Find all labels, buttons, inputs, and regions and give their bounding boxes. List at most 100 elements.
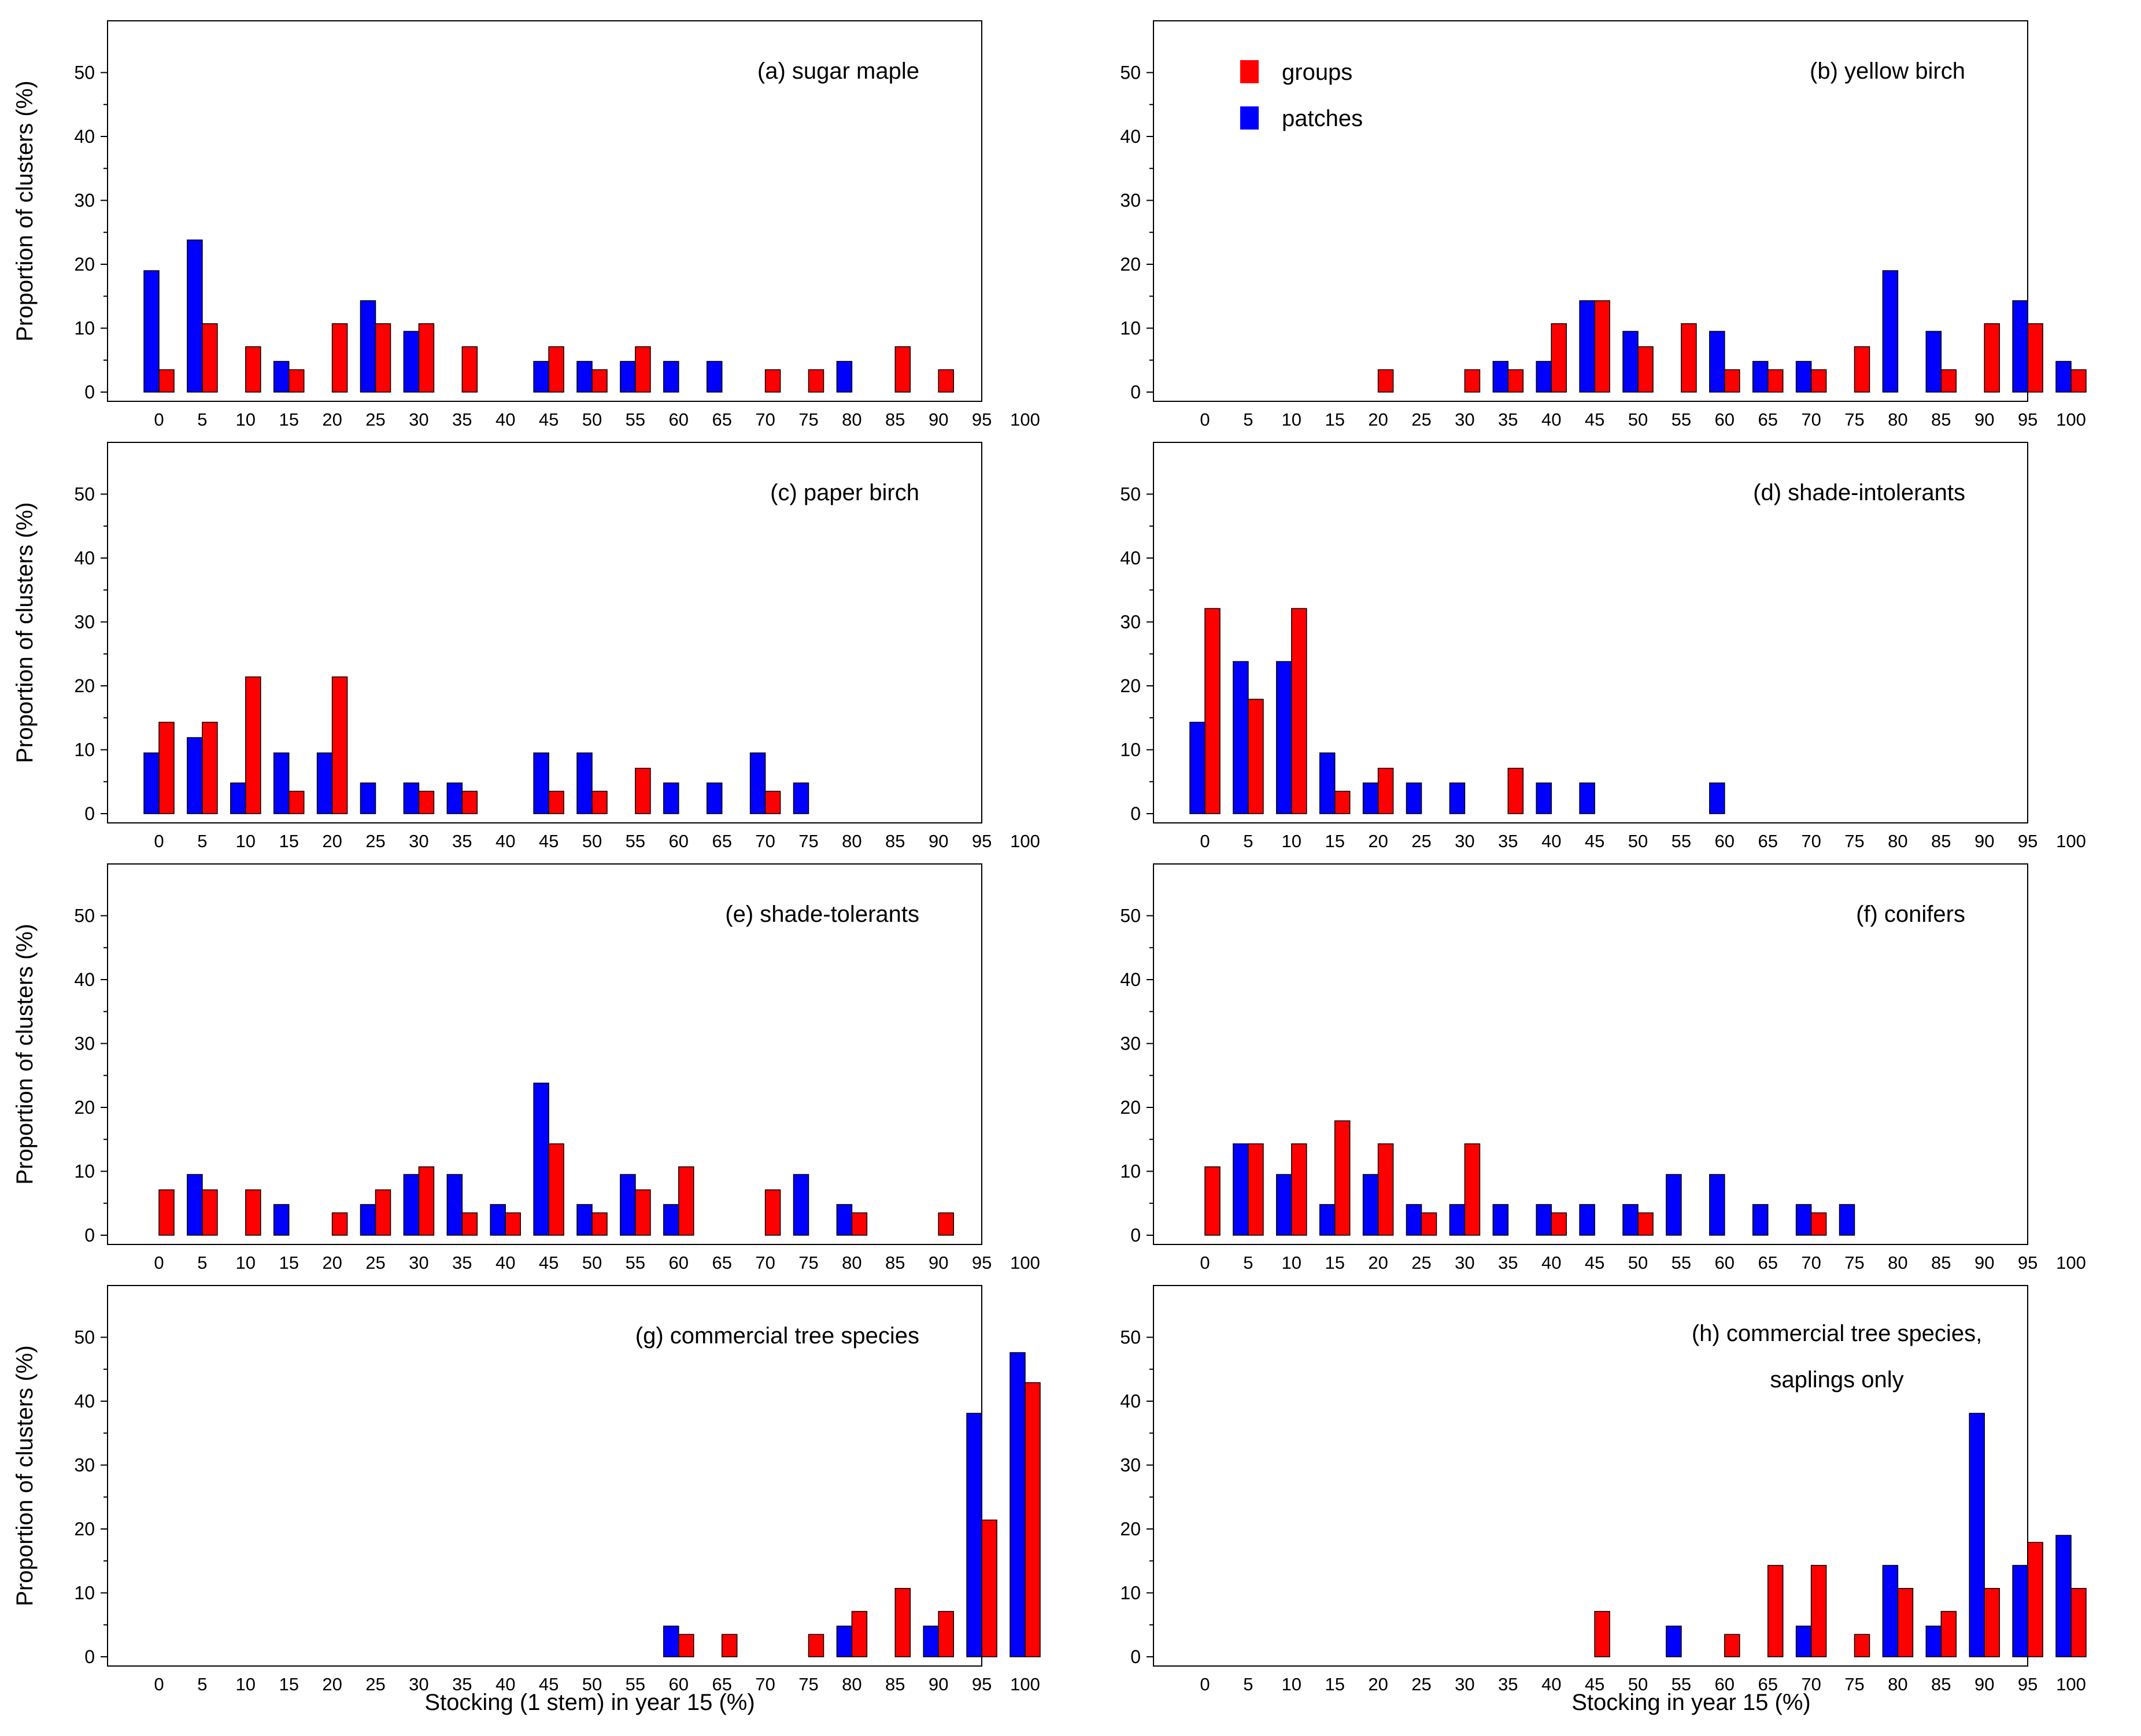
x-tick-label: 55	[1672, 1253, 1691, 1273]
bar-patches-10	[1276, 661, 1292, 814]
x-tick-label: 100	[2056, 1253, 2086, 1273]
x-tick-label: 95	[2018, 1253, 2038, 1273]
bar-groups-85	[1940, 369, 1957, 393]
x-tick-label: 85	[1931, 409, 1951, 430]
y-tick-label: 50	[1120, 906, 1141, 926]
x-tick-label: 30	[1455, 409, 1474, 430]
x-tick-label: 75	[1844, 1253, 1864, 1273]
bar-patches-45	[1579, 1204, 1595, 1236]
bar-patches-40	[490, 1204, 506, 1236]
x-tick-label: 5	[197, 831, 207, 851]
x-tick-label: 40	[1541, 1253, 1561, 1273]
x-tick-label: 75	[1844, 409, 1864, 430]
x-tick-label: 45	[1585, 1253, 1604, 1273]
x-tick-label: 20	[322, 1253, 342, 1273]
x-tick-label: 95	[972, 1674, 992, 1694]
bar-groups-70	[1810, 1212, 1827, 1236]
y-tick-label: 20	[1120, 675, 1141, 696]
bar-patches-15	[1319, 752, 1336, 814]
x-tick-label: 0	[154, 1674, 164, 1694]
panel-frame	[1153, 442, 2028, 823]
bar-groups-35	[461, 346, 478, 393]
panel-frame	[1153, 20, 2028, 402]
bar-groups-70	[764, 369, 781, 393]
x-tick-label: 0	[1200, 409, 1210, 430]
bar-patches-45	[533, 361, 549, 393]
bar-patches-100	[1010, 1352, 1026, 1657]
bar-groups-85	[894, 1588, 911, 1657]
bar-groups-70	[764, 1189, 781, 1236]
x-tick-label: 100	[2056, 409, 2086, 430]
x-tick-label: 85	[885, 1253, 905, 1273]
y-tick-label: 40	[74, 126, 95, 147]
bar-groups-5	[202, 1189, 218, 1236]
x-tick-label: 10	[236, 1253, 256, 1273]
x-tick-label: 5	[197, 409, 207, 430]
bar-patches-80	[836, 361, 853, 393]
bar-groups-30	[418, 791, 435, 814]
x-tick-label: 100	[2056, 1674, 2086, 1694]
bar-groups-30	[1464, 369, 1481, 393]
y-tick-label: 30	[1120, 190, 1141, 211]
x-tick-label: 65	[712, 1674, 731, 1694]
bar-patches-60	[1709, 331, 1725, 393]
bar-groups-90	[938, 369, 954, 393]
y-tick-label: 20	[1120, 1519, 1141, 1539]
bar-patches-75	[1839, 1204, 1855, 1236]
x-tick-label: 75	[1844, 831, 1864, 851]
x-tick-label: 90	[929, 409, 948, 430]
bar-patches-80	[836, 1204, 853, 1236]
panel-frame	[107, 20, 982, 402]
bar-patches-85	[1925, 331, 1942, 393]
bar-patches-45	[1579, 782, 1595, 814]
bar-groups-35	[461, 1212, 478, 1236]
bar-groups-90	[938, 1212, 954, 1236]
bar-patches-30	[1449, 1204, 1466, 1236]
y-tick-label: 10	[74, 318, 95, 339]
bar-groups-0	[158, 1189, 175, 1236]
chart-title: (h) commercial tree species,	[1692, 1321, 1982, 1346]
chart-panel-8: 0 10 20 30 40 50 0 5 10 15 20 25 30 35 40 45 50 55 60 65 70 7…	[1120, 1285, 2087, 1694]
bar-groups-75	[1854, 346, 1870, 393]
y-tick-label: 20	[1120, 254, 1141, 275]
bar-groups-0	[1204, 608, 1221, 814]
bar-patches-5	[1233, 1143, 1249, 1236]
x-tick-label: 5	[1243, 1674, 1253, 1694]
x-tick-label: 10	[1282, 1253, 1301, 1273]
x-tick-label: 90	[929, 1253, 948, 1273]
bar-patches-75	[793, 1174, 809, 1236]
y-axis-label: Proportion of clusters (%)	[12, 924, 38, 1184]
x-tick-label: 20	[1368, 1253, 1388, 1273]
bar-patches-25	[360, 1204, 376, 1236]
bar-patches-45	[1579, 300, 1595, 393]
x-tick-label: 70	[1801, 1253, 1821, 1273]
x-axis-label-left: Stocking (1 stem) in year 15 (%)	[424, 1690, 755, 1715]
chart-title: (c) paper birch	[770, 480, 919, 505]
bar-groups-40	[1551, 1212, 1567, 1236]
x-tick-label: 55	[626, 1674, 645, 1694]
bar-groups-15	[288, 791, 305, 814]
y-tick-label: 10	[74, 1161, 95, 1182]
x-tick-label: 0	[154, 1253, 164, 1273]
x-tick-label: 100	[1010, 409, 1040, 430]
x-tick-label: 25	[365, 831, 385, 851]
bar-groups-15	[288, 369, 305, 393]
x-tick-label: 90	[1974, 831, 1994, 851]
x-tick-label: 50	[582, 1253, 602, 1273]
x-tick-label: 15	[1325, 831, 1344, 851]
bar-groups-20	[1377, 767, 1394, 814]
bar-patches-0	[143, 270, 160, 393]
x-tick-label: 35	[1498, 1674, 1518, 1694]
x-tick-label: 60	[669, 409, 689, 430]
y-tick-label: 0	[1130, 803, 1141, 824]
bar-patches-35	[446, 782, 463, 814]
x-tick-label: 70	[1801, 831, 1821, 851]
x-tick-label: 25	[365, 1674, 385, 1694]
bar-patches-70	[1795, 1204, 1812, 1236]
x-tick-label: 25	[1411, 831, 1431, 851]
y-tick-label: 10	[1120, 318, 1141, 339]
x-tick-label: 100	[1010, 831, 1040, 851]
y-tick-label: 40	[74, 969, 95, 990]
bar-patches-20	[316, 752, 333, 814]
